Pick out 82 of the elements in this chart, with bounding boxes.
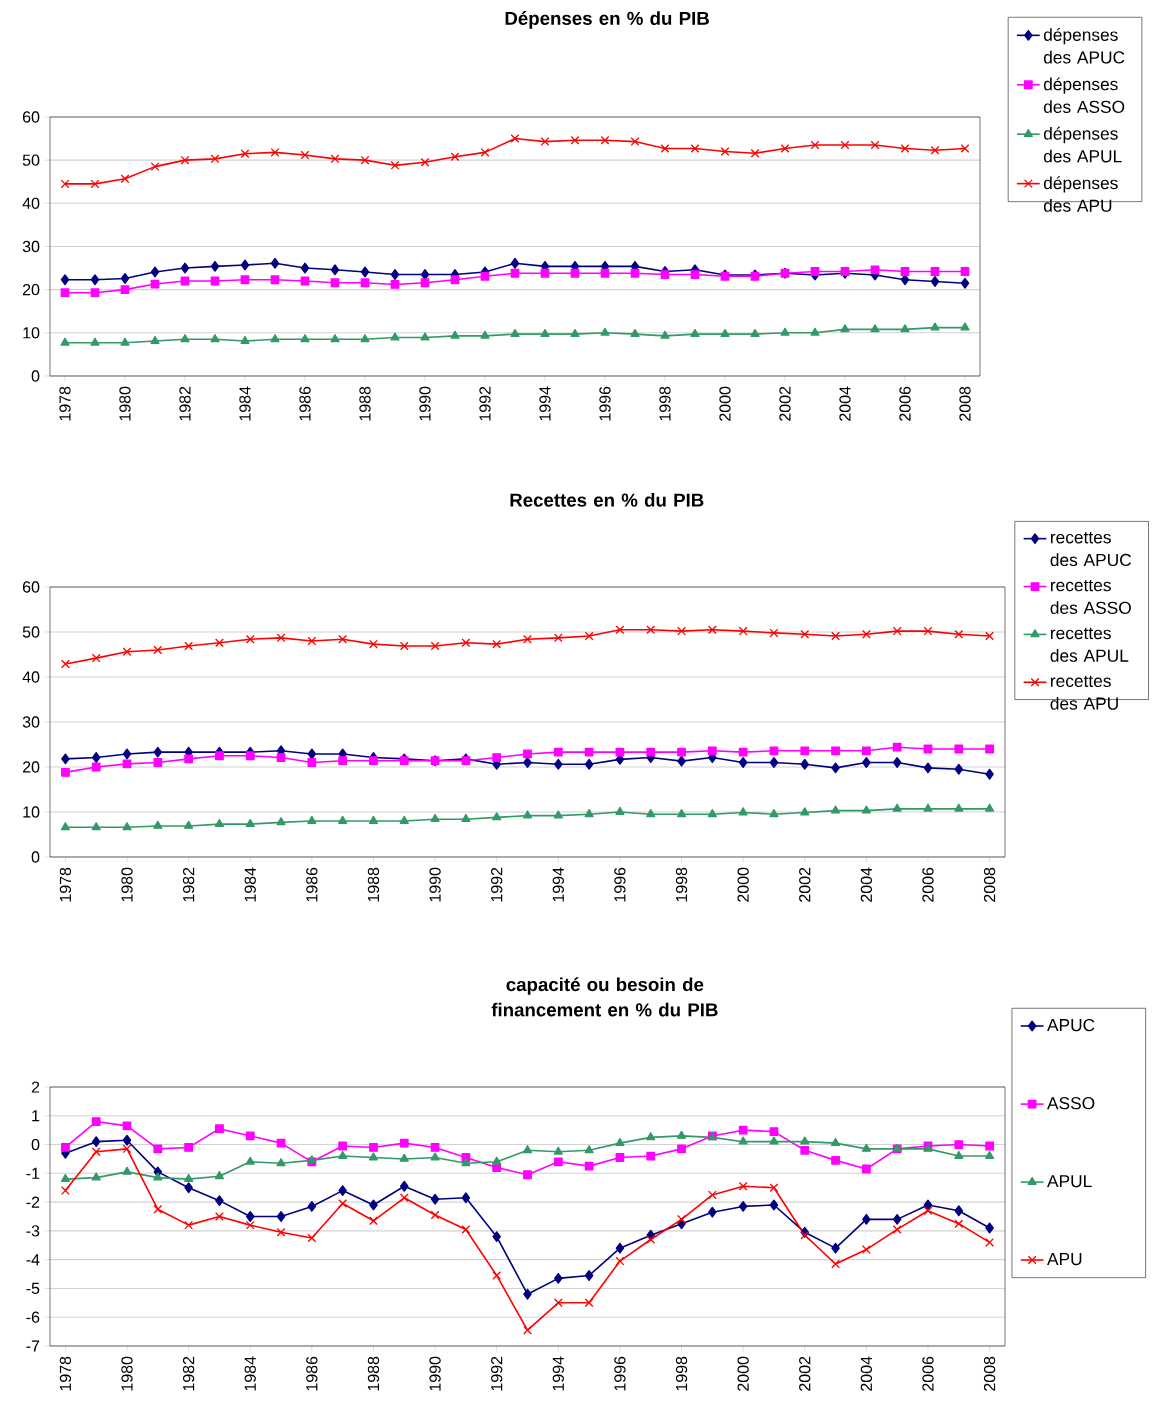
legend-label: dépenses des APU [1043,176,1118,212]
y-tick-label: -5 [26,1282,40,1294]
x-tick-label: 1990 [429,867,441,902]
x-tick-label: 1998 [675,867,688,902]
y-tick-label: -4 [26,1254,40,1266]
x-tick-label: 2002 [799,867,811,902]
x-tick-label: 1990 [429,1356,441,1391]
x-tick-label: 1992 [491,1356,503,1391]
y-tick-label: -2 [26,1196,40,1208]
y-tick-label: 10 [23,327,40,339]
chart-title: Dépenses en % du PIB [505,11,709,29]
y-tick-label: 60 [22,111,40,123]
x-tick-label: 2000 [719,386,731,421]
x-tick-label: 1982 [182,867,195,902]
x-tick-label: 2004 [839,386,851,421]
x-tick-label: 1990 [419,386,431,421]
x-tick-label: 1994 [552,867,564,902]
y-tick-label: 1 [32,1110,40,1122]
x-tick-label: 1980 [121,867,133,902]
x-tick-label: 1984 [244,1356,256,1391]
x-tick-label: 2006 [899,386,911,421]
x-tick-label: 1986 [299,386,311,421]
x-tick-label: 2002 [779,386,791,421]
x-tick-label: 1994 [552,1356,564,1391]
x-tick-label: 1996 [599,386,611,421]
y-tick-label: -7 [26,1340,40,1352]
x-tick-label: 2000 [737,867,749,902]
y-tick-label: 0 [31,1138,40,1151]
y-tick-label: 20 [22,283,40,296]
x-tick-label: 1996 [614,1356,626,1391]
y-tick-label: 40 [22,671,40,683]
y-tick-label: 2 [31,1081,40,1093]
legend-label: recettes des APU [1050,675,1118,710]
x-tick-label: 2004 [860,867,873,902]
x-tick-label: 2008 [983,867,996,902]
chart-title: capacité ou besoin de financement en % du PIB [491,977,718,1017]
x-tick-label: 1998 [659,386,671,421]
y-tick-label: -3 [26,1225,40,1237]
x-tick-label: 1980 [121,1356,133,1391]
y-tick-label: -1 [26,1167,40,1179]
x-tick-label: 1988 [359,386,371,421]
y-tick-label: 20 [22,761,40,773]
x-tick-label: 2002 [799,1356,811,1391]
legend-label: ASSO [1047,1097,1095,1110]
x-tick-label: 1998 [675,1356,688,1391]
y-tick-label: 40 [22,197,40,209]
x-tick-label: 2000 [737,1356,749,1391]
legend-label: recettes des APUC [1050,532,1132,567]
x-tick-label: 1992 [479,386,491,421]
y-tick-label: 50 [22,154,40,166]
x-tick-label: 1994 [539,386,551,421]
y-tick-label: -6 [26,1311,40,1323]
x-tick-label: 1986 [306,867,318,902]
x-tick-label: 1978 [59,1356,72,1391]
x-tick-label: 1980 [119,386,131,421]
y-tick-label: 60 [22,581,40,593]
x-tick-label: 2006 [922,1356,934,1391]
x-tick-label: 1984 [239,386,251,421]
x-tick-label: 1978 [59,867,72,902]
y-tick-label: 30 [22,240,40,253]
x-tick-label: 2004 [860,1356,873,1391]
x-tick-label: 1988 [367,867,380,902]
y-tick-label: 50 [22,626,40,638]
x-tick-label: 1982 [182,1356,195,1391]
y-tick-label: 30 [22,716,40,728]
x-tick-label: 2006 [922,867,934,902]
x-tick-label: 1984 [244,867,256,902]
x-tick-label: 1992 [491,867,503,902]
x-tick-label: 1988 [367,1356,380,1391]
x-tick-label: 2008 [959,386,971,421]
y-tick-label: 0 [31,851,40,863]
x-tick-label: 1982 [179,386,191,421]
chart-title: Recettes en % du PIB [510,493,704,507]
legend-label: APUL [1047,1175,1092,1188]
y-tick-label: 0 [31,370,40,382]
x-tick-label: 1978 [59,386,71,421]
legend-label: APUC [1047,1018,1095,1032]
x-tick-label: 1996 [614,867,626,902]
x-tick-label: 2008 [983,1356,996,1391]
x-tick-label: 1986 [306,1356,318,1391]
y-tick-label: 10 [23,806,40,818]
legend-label: APU [1047,1253,1082,1266]
